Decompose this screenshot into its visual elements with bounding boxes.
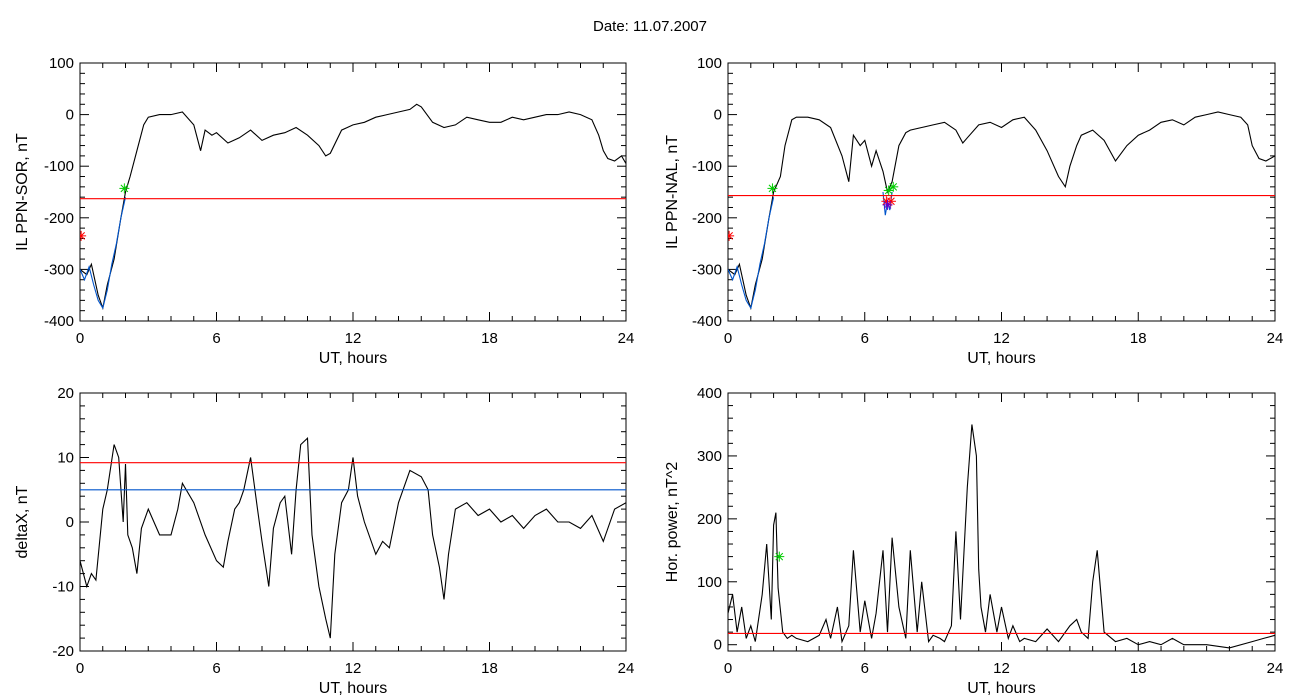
x-tick-label: 12 (993, 330, 1010, 347)
x-axis-label: UT, hours (319, 680, 387, 697)
y-axis-label: deltaX, nT (14, 485, 31, 558)
x-tick-label: 24 (1267, 330, 1284, 347)
x-tick-label: 24 (1267, 660, 1284, 677)
x-tick-label: 0 (724, 330, 732, 347)
y-tick-label: 300 (697, 448, 722, 465)
x-axis-label: UT, hours (319, 350, 387, 367)
y-tick-label: 200 (697, 511, 722, 528)
plot-frame (79, 62, 627, 322)
y-tick-label: 100 (697, 55, 722, 72)
y-tick-label: 0 (714, 107, 722, 124)
chart-panel-top-left: 0 6 12 18 24 -400 -300 -200 -100 0 100 UT, hours IL … (14, 55, 635, 367)
series-group (80, 103, 626, 311)
y-tick-label: -200 (692, 210, 722, 227)
series-line-0 (728, 424, 1275, 649)
y-tick-label: -20 (52, 643, 74, 660)
x-tick-label: 24 (618, 330, 635, 347)
y-tick-label: -400 (692, 313, 722, 330)
series-group (728, 424, 1275, 649)
x-tick-label: 18 (481, 660, 498, 677)
y-tick-label: 100 (49, 55, 74, 72)
series-line-0 (80, 436, 626, 639)
y-tick-label: -300 (692, 261, 722, 278)
y-tick-label: 10 (57, 450, 74, 467)
x-tick-label: 18 (481, 330, 498, 347)
x-tick-label: 0 (76, 330, 84, 347)
series-group (728, 111, 1275, 311)
chart-panel-bottom-right: 0 6 12 18 24 0 100 200 300 400 UT, hours Hor. power… (664, 385, 1284, 697)
asterisk-marker (728, 230, 735, 241)
chart-panel-top-right: 0 6 12 18 24 -400 -300 -200 -100 0 100 UT, hours IL … (664, 55, 1284, 367)
series-line-1 (80, 197, 127, 310)
x-tick-label: 18 (1130, 660, 1147, 677)
y-tick-label: -100 (692, 158, 722, 175)
asterisk-marker (883, 185, 894, 196)
x-axis-label: UT, hours (967, 680, 1035, 697)
y-tick-label: 0 (66, 514, 74, 531)
y-tick-label: -100 (44, 158, 74, 175)
y-tick-label: -400 (44, 313, 74, 330)
y-tick-label: 100 (697, 574, 722, 591)
x-axis-label: UT, hours (967, 350, 1035, 367)
plot-frame (79, 392, 627, 652)
x-tick-label: 6 (212, 660, 220, 677)
x-tick-label: 0 (76, 660, 84, 677)
y-axis-label: Hor. power, nT^2 (664, 462, 681, 583)
y-tick-label: 20 (57, 385, 74, 402)
asterisk-marker (882, 199, 893, 210)
series-line-0 (80, 103, 626, 311)
y-axis-label: IL PPN-SOR, nT (14, 133, 31, 251)
asterisk-marker (80, 230, 87, 241)
y-tick-label: 400 (697, 385, 722, 402)
asterisk-marker (888, 181, 899, 192)
y-tick-label: -200 (44, 210, 74, 227)
y-axis-label: IL PPN-NAL, nT (664, 135, 681, 249)
page-title: Date: 11.07.2007 (593, 18, 707, 35)
x-tick-label: 6 (212, 330, 220, 347)
series-group (80, 436, 626, 639)
y-tick-label: 0 (714, 637, 722, 654)
asterisk-marker (774, 551, 785, 562)
y-tick-label: -10 (52, 579, 74, 596)
asterisk-marker (119, 183, 130, 194)
chart-panel-bottom-left: 0 6 12 18 24 -20 -10 0 10 20 UT, hours deltaX, nT (14, 385, 635, 697)
x-tick-label: 24 (618, 660, 635, 677)
plot-frame (727, 62, 1276, 322)
x-tick-label: 12 (993, 660, 1010, 677)
series-line-1 (728, 197, 775, 310)
plot-frame (727, 392, 1276, 652)
x-tick-label: 6 (861, 330, 869, 347)
x-tick-label: 12 (345, 660, 362, 677)
y-tick-label: -300 (44, 261, 74, 278)
asterisk-marker (767, 183, 778, 194)
x-tick-label: 12 (345, 330, 362, 347)
y-tick-label: 0 (66, 107, 74, 124)
series-line-0 (728, 111, 1275, 311)
x-tick-label: 0 (724, 660, 732, 677)
x-tick-label: 6 (861, 660, 869, 677)
x-tick-label: 18 (1130, 330, 1147, 347)
